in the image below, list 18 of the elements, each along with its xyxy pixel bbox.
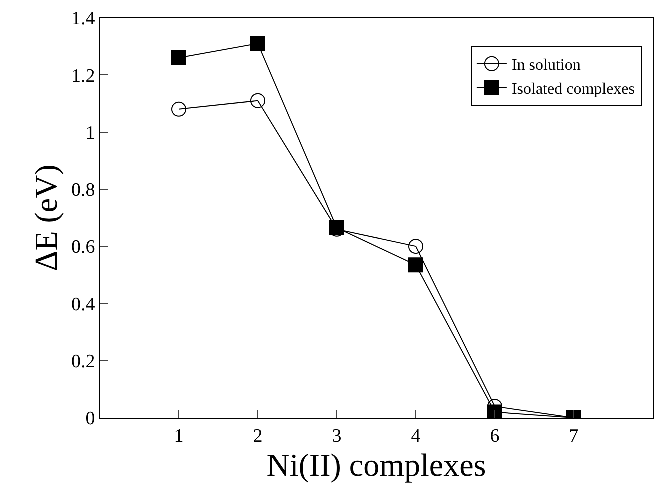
- x-tick-label: 2: [253, 426, 263, 447]
- x-tick-label: 7: [569, 426, 579, 447]
- y-tick-label: 1.2: [71, 66, 96, 87]
- y-axis-title: ΔE (eV): [28, 164, 64, 272]
- x-tick-label: 6: [490, 426, 500, 447]
- y-tick-label: 0: [86, 408, 96, 430]
- x-tick-label: 4: [411, 426, 422, 447]
- legend-label: Isolated complexes: [512, 80, 636, 98]
- y-tick-label: 0.2: [71, 352, 96, 373]
- x-tick-label: 1: [174, 426, 184, 447]
- x-tick-label: 3: [332, 426, 342, 447]
- y-tick-label: 0.8: [71, 180, 96, 202]
- legend-label: In solution: [512, 57, 581, 74]
- y-tick-label: 1: [86, 122, 96, 144]
- y-tick-label: 0.6: [71, 237, 96, 258]
- y-tick-label: 1.4: [71, 8, 96, 30]
- x-axis-title: Ni(II) complexes: [266, 446, 486, 483]
- y-tick-label: 0.4: [71, 294, 96, 316]
